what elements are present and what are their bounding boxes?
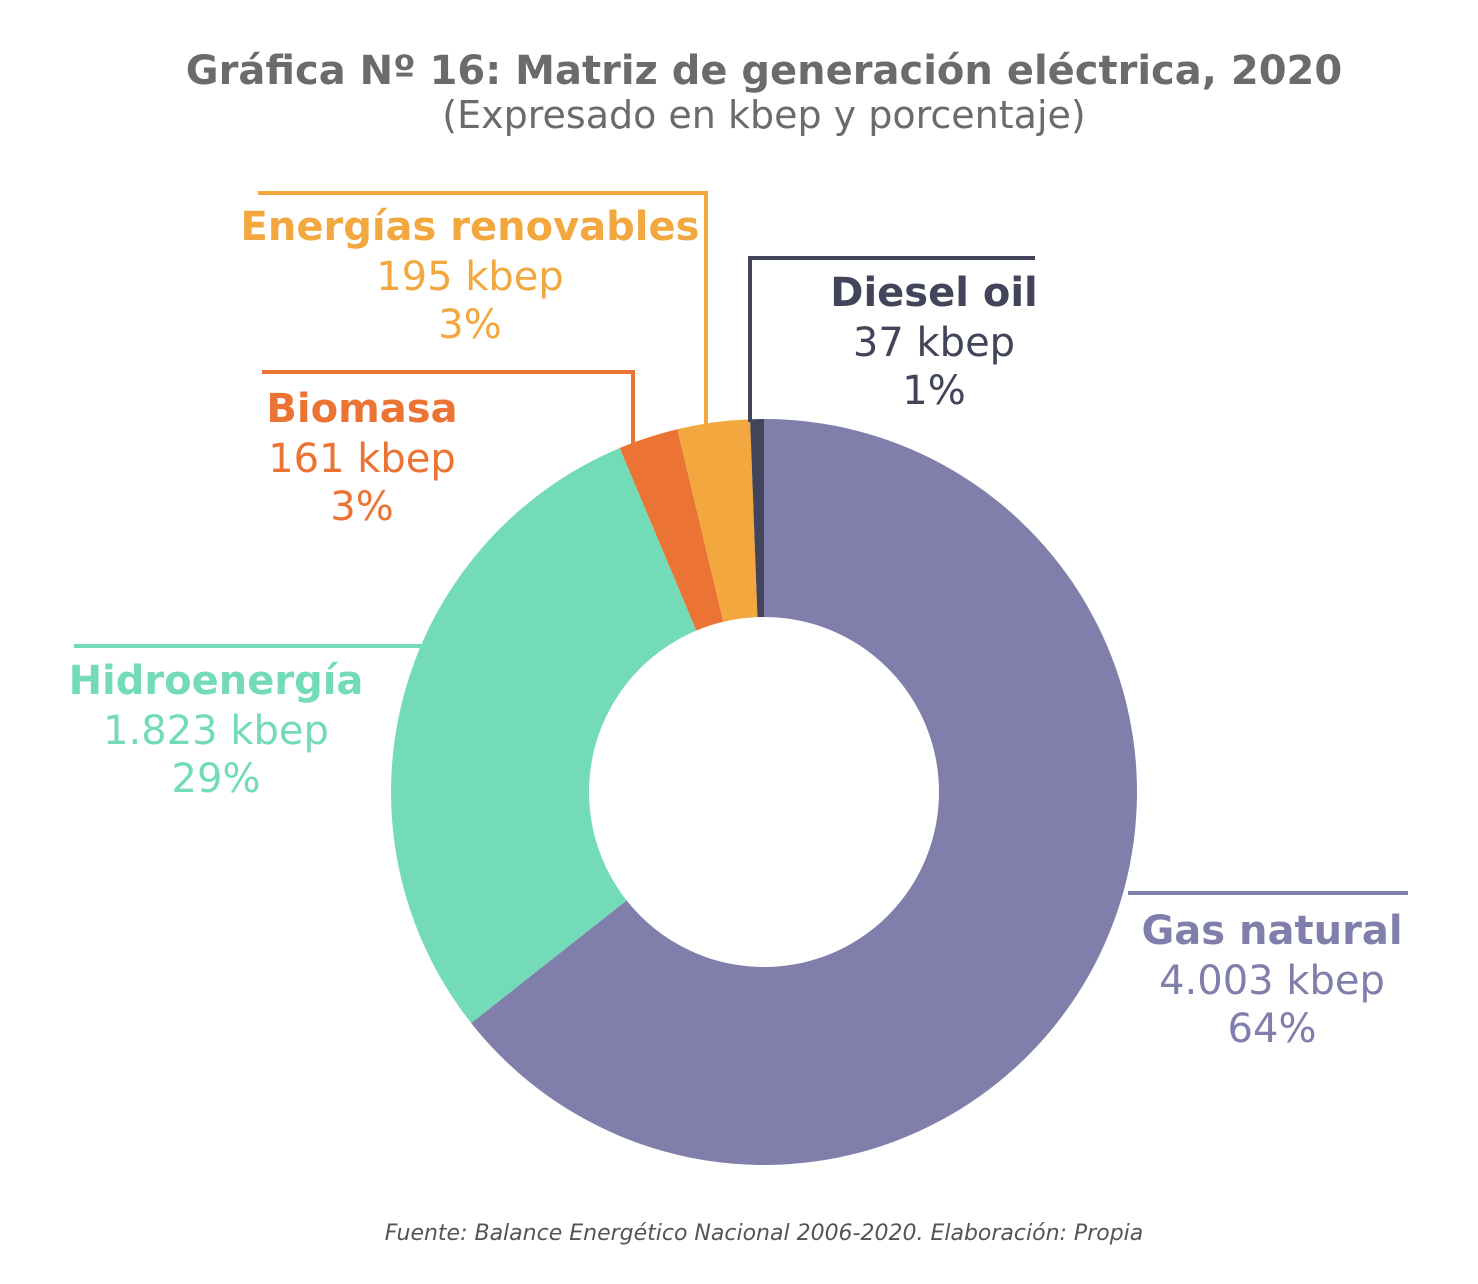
slice-hidroenergia [390, 448, 697, 1024]
slice-energias-renovables [677, 419, 758, 622]
slice-label-percent: 64% [1228, 1006, 1317, 1052]
label-biomasa: Biomasa 161 kbep 3% [266, 386, 457, 530]
label-diesel-oil: Diesel oil 37 kbep 1% [830, 270, 1038, 414]
leader-diesel-oil [748, 256, 1035, 422]
chart-title: Gráfica Nº 16: Matriz de generación eléc… [186, 48, 1342, 94]
slice-label-value: 37 kbep [853, 320, 1015, 366]
leader-biomasa [262, 370, 635, 444]
chart-subtitle: (Expresado en kbep y porcentaje) [442, 93, 1085, 137]
slice-label-percent: 3% [438, 302, 501, 348]
label-hidroenergia: Hidroenergía 1.823 kbep 29% [69, 658, 364, 802]
leader-lines [74, 191, 1408, 895]
slice-label-percent: 1% [902, 368, 965, 414]
slice-label-name: Gas natural [1141, 908, 1402, 954]
slice-label-value: 4.003 kbep [1159, 958, 1385, 1004]
slice-label-name: Hidroenergía [69, 658, 364, 704]
slice-label-value: 195 kbep [376, 254, 564, 300]
slice-diesel-oil [750, 419, 764, 618]
slice-label-name: Diesel oil [830, 270, 1038, 316]
label-energias-renovables: Energías renovables 195 kbep 3% [241, 204, 700, 348]
leader-energias-renovables [258, 191, 708, 424]
slice-biomasa [619, 429, 724, 631]
source-note: Fuente: Balance Energético Nacional 2006… [385, 1221, 1144, 1246]
slice-label-value: 1.823 kbep [103, 708, 329, 754]
label-gas-natural: Gas natural 4.003 kbep 64% [1141, 908, 1402, 1052]
slice-label-name: Biomasa [266, 386, 457, 432]
slice-label-percent: 3% [330, 484, 393, 530]
slice-gas-natural [471, 419, 1138, 1166]
donut-slices [390, 419, 1138, 1166]
slice-label-name: Energías renovables [241, 204, 700, 250]
slice-label-value: 161 kbep [268, 436, 456, 482]
slice-label-percent: 29% [172, 756, 261, 802]
